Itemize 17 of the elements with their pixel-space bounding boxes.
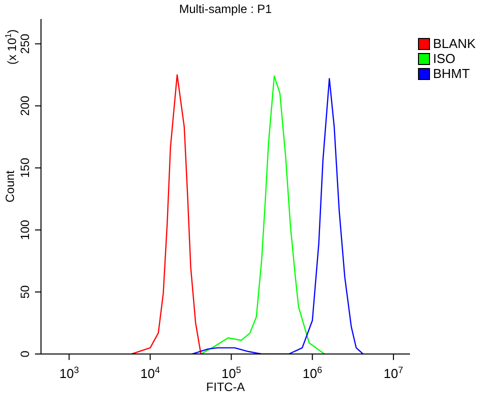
y-tick-label: 200 — [18, 96, 32, 116]
x-tick-label: 10$^{5}$ — [222, 365, 242, 381]
y-tick-label: 100 — [18, 220, 32, 240]
y-tick-label: 50 — [18, 284, 32, 299]
legend-label: BHMT — [433, 66, 470, 81]
legend-label: BLANK — [433, 36, 476, 51]
y-axis-title: Count — [3, 170, 17, 203]
y-tick-label: 150 — [18, 158, 32, 178]
y-tick-label: 250 — [18, 33, 32, 54]
y-tick-label: 0 — [18, 350, 32, 358]
x-tick-label: 10$^{4}$ — [140, 365, 160, 381]
x-tick-label: 10$^{7}$ — [384, 365, 404, 381]
x-axis-title: FITC-A — [206, 380, 245, 393]
x-tick-label: 10$^{6}$ — [302, 365, 322, 381]
x-tick-label: 10$^{3}$ — [59, 365, 79, 381]
chart-title: Multi-sample : P1 — [178, 2, 273, 16]
legend-label: ISO — [433, 51, 456, 66]
